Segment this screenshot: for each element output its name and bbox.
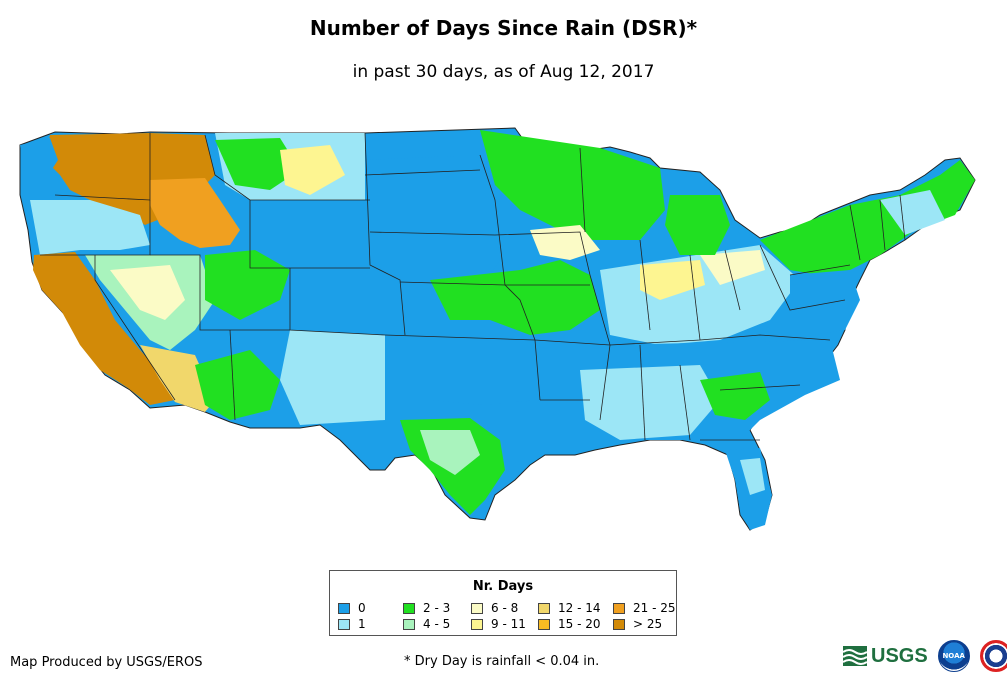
region-ia-mo	[430, 260, 600, 335]
region-ok	[385, 340, 540, 405]
legend-swatch	[613, 602, 625, 614]
nws-logo	[979, 640, 1007, 672]
agency-logos: USGS NOAA	[843, 640, 1007, 672]
legend-label: 1	[358, 617, 366, 631]
map-credit: Map Produced by USGS/EROS	[10, 655, 203, 670]
legend-swatch	[403, 618, 415, 630]
dry-day-note: * Dry Day is rainfall < 0.04 in.	[404, 654, 600, 669]
legend-label: 6 - 8	[491, 601, 519, 615]
legend-item: 15 - 20	[538, 617, 601, 631]
region-plains	[365, 155, 500, 295]
legend-label: 0	[358, 601, 366, 615]
region-oh-yellow	[700, 250, 765, 285]
legend-title: Nr. Days	[472, 579, 534, 594]
region-il-yellow	[640, 260, 705, 300]
legend-label: 12 - 14	[558, 601, 601, 615]
region-ca-dry	[33, 252, 175, 405]
region-mt-yellow	[280, 145, 345, 195]
region-fl-light	[740, 458, 765, 495]
legend-item: 4 - 5	[403, 617, 450, 631]
region-wy	[250, 200, 370, 268]
region-or	[30, 200, 150, 255]
noaa-logo-text: NOAA	[942, 652, 965, 660]
region-ne-light	[880, 190, 945, 235]
region-northeast	[760, 160, 975, 275]
region-co-green	[205, 250, 290, 320]
map-subtitle: in past 30 days, as of Aug 12, 2017	[352, 62, 655, 82]
map-title: Number of Days Since Rain (DSR)*	[309, 16, 698, 40]
legend-swatch	[471, 618, 483, 630]
legend-swatch	[538, 602, 550, 614]
legend-label: 9 - 11	[491, 617, 526, 631]
region-az-green	[195, 350, 280, 420]
legend-label: 15 - 20	[558, 617, 601, 631]
legend-swatch	[338, 602, 350, 614]
region-wa-coast	[20, 138, 58, 195]
state-boundaries	[40, 132, 906, 441]
legend-swatch	[613, 618, 625, 630]
legend-item: 1	[338, 617, 366, 631]
legend-item: 0	[338, 601, 366, 615]
region-mid-atlantic	[790, 270, 860, 335]
legend-label: 21 - 25	[633, 601, 676, 615]
legend: Nr. Days 0 1 2 - 3 4 - 5 6 - 8 9 - 11 12 - 14 1…	[329, 570, 677, 636]
legend-item: 9 - 11	[471, 617, 526, 631]
usgs-wave-icon	[843, 646, 867, 666]
conus-dsr-map	[19, 127, 976, 531]
usgs-logo-text: USGS	[871, 644, 928, 667]
region-mn-yellow	[530, 225, 600, 260]
region-mt-green	[215, 138, 300, 190]
legend-swatch	[538, 618, 550, 630]
usgs-logo: USGS	[843, 645, 928, 668]
region-mi	[665, 195, 730, 255]
region-tx-light	[420, 430, 480, 475]
noaa-logo: NOAA	[937, 640, 970, 672]
legend-swatch	[471, 602, 483, 614]
region-socal	[140, 345, 215, 412]
legend-item: 21 - 25	[613, 601, 676, 615]
legend-item: > 25	[613, 617, 662, 631]
region-se-green	[700, 372, 770, 420]
region-mn-wi	[480, 130, 665, 240]
region-se-light	[580, 365, 720, 440]
legend-label: 2 - 3	[423, 601, 451, 615]
legend-swatch	[403, 602, 415, 614]
legend-item: 12 - 14	[538, 601, 601, 615]
legend-item: 6 - 8	[471, 601, 518, 615]
region-id-mt	[150, 178, 240, 248]
region-nm	[280, 330, 385, 425]
legend-label: 4 - 5	[423, 617, 451, 631]
legend-label: > 25	[633, 617, 663, 631]
region-nv-yellow	[110, 265, 185, 320]
legend-swatch	[338, 618, 350, 630]
legend-item: 2 - 3	[403, 601, 450, 615]
